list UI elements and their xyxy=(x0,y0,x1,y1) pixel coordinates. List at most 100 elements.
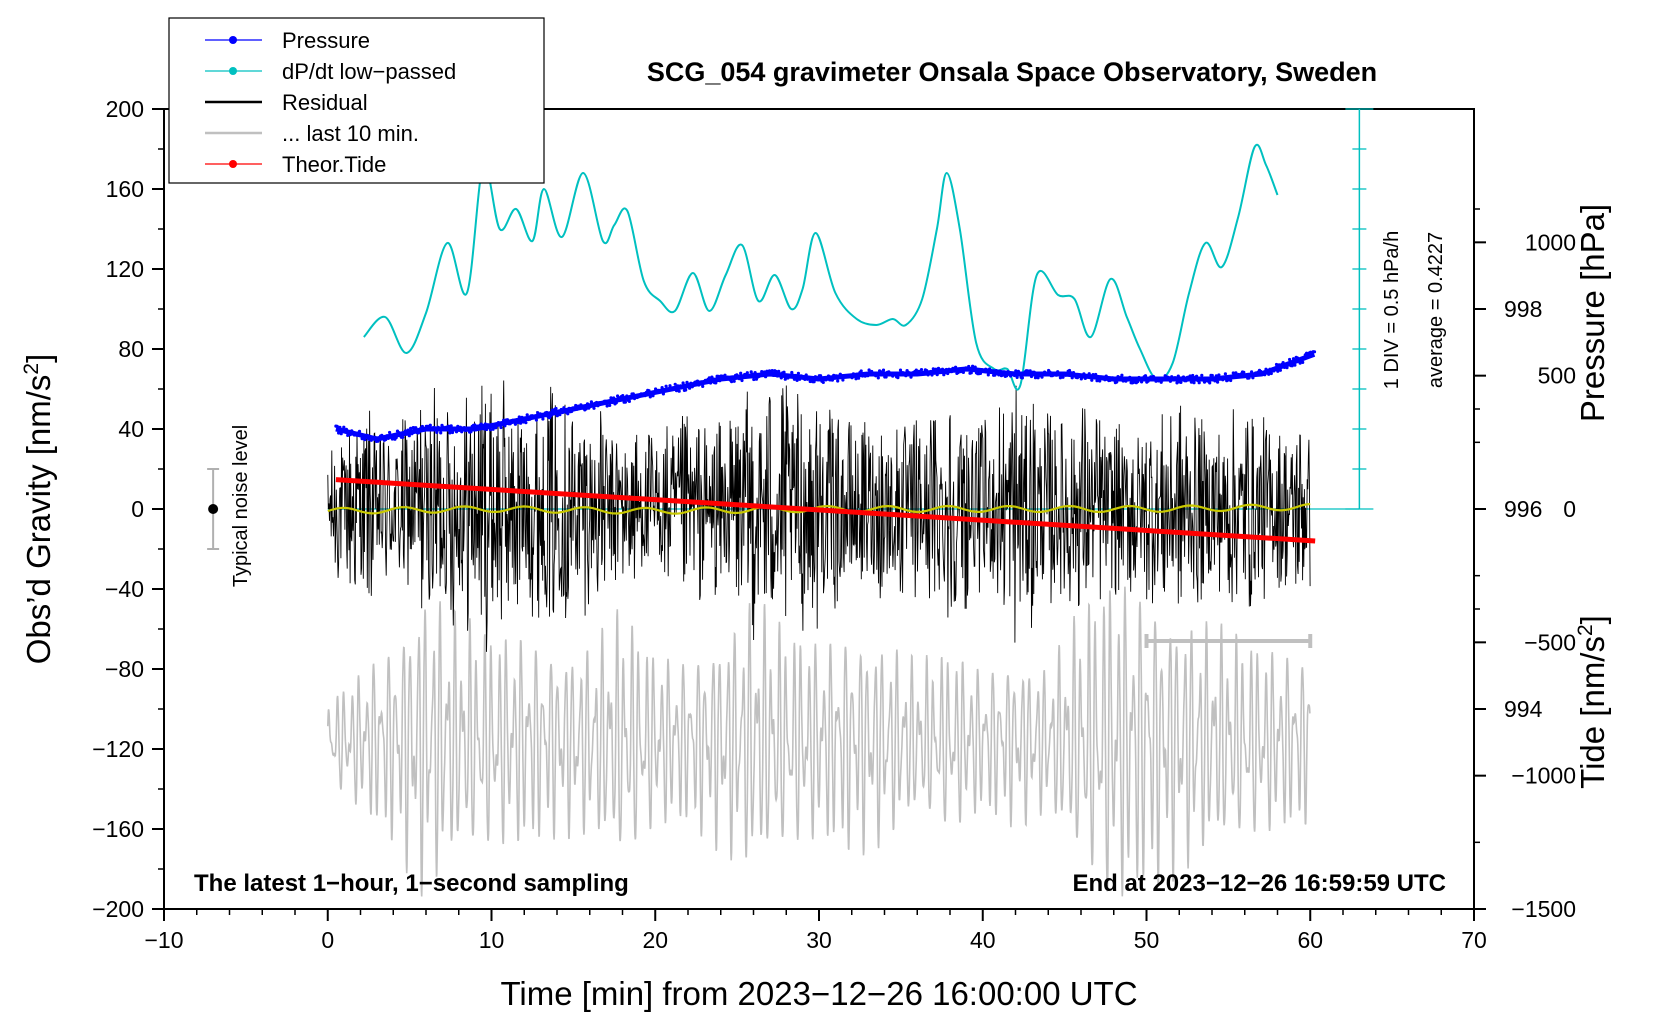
pressure-point xyxy=(692,383,696,387)
pressure-point xyxy=(791,373,795,377)
pressure-point xyxy=(840,374,844,378)
pressure-point xyxy=(739,371,743,375)
pressure-point xyxy=(753,371,757,375)
pressure-point xyxy=(1217,373,1221,377)
pressure-point xyxy=(997,373,1001,377)
pressure-point xyxy=(498,421,502,425)
pressure-point xyxy=(898,368,903,372)
y-tick-label: 160 xyxy=(106,176,144,202)
pressure-point xyxy=(1054,373,1058,377)
x-tick-label: 10 xyxy=(479,927,505,953)
pressure-point xyxy=(536,411,540,415)
pressure-point xyxy=(1073,372,1077,377)
pressure-point xyxy=(1158,377,1162,381)
pressure-point xyxy=(1090,378,1094,382)
pressure-point xyxy=(554,406,558,411)
pressure-point xyxy=(1094,372,1098,377)
pressure-point xyxy=(705,380,709,384)
pressure-point xyxy=(821,380,825,384)
pressure-point xyxy=(969,371,973,375)
pressure-point xyxy=(788,374,793,378)
pressure-point xyxy=(826,374,831,378)
pressure-point xyxy=(512,419,516,423)
pressure-point xyxy=(432,425,436,430)
pressure-point xyxy=(585,402,590,406)
pressure-point xyxy=(650,391,654,395)
pressure-point xyxy=(965,367,970,371)
pressure-point xyxy=(1277,363,1281,367)
dpdt-scale-label: 1 DIV = 0.5 hPa/h xyxy=(1381,231,1403,389)
pressure-point xyxy=(1189,380,1193,384)
pressure-point xyxy=(1291,357,1296,361)
pressure-point xyxy=(365,433,369,437)
x-tick-label: 70 xyxy=(1461,927,1487,953)
pressure-point xyxy=(667,387,671,391)
x-tick-label: 40 xyxy=(970,927,996,953)
pressure-point xyxy=(606,399,611,404)
pressure-point xyxy=(985,368,989,372)
series-residual xyxy=(327,380,1311,652)
x-tick-label: 20 xyxy=(642,927,668,953)
pressure-point xyxy=(617,396,621,400)
pressure-point xyxy=(458,425,462,429)
pressure-point xyxy=(1048,370,1052,374)
pressure-point xyxy=(486,423,490,427)
pressure-point xyxy=(910,373,914,377)
pressure-point xyxy=(766,373,770,377)
pressure-point xyxy=(1179,380,1183,384)
pressure-point xyxy=(488,428,493,432)
pressure-point xyxy=(1045,372,1049,376)
pressure-point xyxy=(1168,379,1172,383)
series-dpdt xyxy=(363,143,1279,391)
pressure-point xyxy=(716,374,721,378)
pressure-point xyxy=(774,369,778,374)
pressure-point xyxy=(519,421,523,425)
pressure-point xyxy=(503,424,507,428)
pressure-point xyxy=(711,377,715,381)
x-tick-label: 0 xyxy=(321,927,334,953)
pressure-point xyxy=(1251,376,1255,380)
pressure-point xyxy=(1288,357,1292,362)
pressure-point xyxy=(761,373,765,377)
pressure-point xyxy=(388,430,392,435)
pressure-point xyxy=(681,381,685,385)
series-mean-residual xyxy=(327,502,1311,515)
pressure-point xyxy=(403,429,407,433)
x-tick-label: 50 xyxy=(1134,927,1160,953)
pressure-point xyxy=(627,399,632,403)
pressure-point xyxy=(596,404,600,408)
noise-level-label: Typical noise level xyxy=(230,425,252,587)
dpdt-average-label: average = 0.4227 xyxy=(1425,232,1447,388)
chart-title: SCG_054 gravimeter Onsala Space Observat… xyxy=(647,57,1377,87)
pressure-point xyxy=(566,412,570,416)
pressure-point xyxy=(1018,372,1022,376)
pressure-point xyxy=(402,432,406,436)
pressure-point xyxy=(796,371,801,375)
pressure-point xyxy=(1075,376,1079,380)
pressure-point xyxy=(1223,372,1227,376)
pressure-point xyxy=(1115,380,1119,384)
pressure-point xyxy=(1056,370,1060,374)
x-tick-label: −10 xyxy=(144,927,183,953)
pressure-point xyxy=(1312,350,1317,354)
pressure-point xyxy=(1263,373,1267,377)
pressure-point xyxy=(1290,364,1294,368)
tide-tick-label: 500 xyxy=(1538,363,1576,389)
pressure-point xyxy=(1153,376,1157,380)
pressure-point xyxy=(335,424,339,428)
pressure-point xyxy=(351,430,355,434)
pressure-point xyxy=(730,380,734,384)
pressure-point xyxy=(433,428,438,432)
pressure-point xyxy=(857,376,861,380)
pressure-point xyxy=(500,422,504,426)
pressure-point xyxy=(1005,374,1009,378)
pressure-point xyxy=(709,381,713,385)
pressure-point xyxy=(808,379,812,384)
pressure-point xyxy=(1128,375,1132,379)
pressure-point xyxy=(663,388,667,392)
pressure-point xyxy=(605,404,609,408)
x-tick-label: 60 xyxy=(1297,927,1323,953)
pressure-point xyxy=(825,377,829,381)
pressure-point xyxy=(1233,373,1237,377)
pressure-point xyxy=(1274,362,1279,367)
